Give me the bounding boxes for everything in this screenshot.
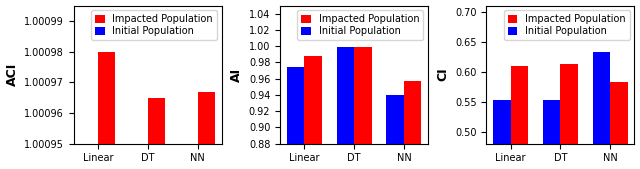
Y-axis label: AI: AI: [230, 68, 243, 82]
Bar: [561, 64, 578, 169]
Bar: [404, 81, 421, 169]
Bar: [198, 92, 215, 169]
Legend: Impacted Population, Initial Population: Impacted Population, Initial Population: [504, 10, 630, 40]
Bar: [337, 47, 354, 169]
Bar: [543, 100, 561, 169]
Bar: [387, 95, 404, 169]
Bar: [304, 56, 322, 169]
Legend: Impacted Population, Initial Population: Impacted Population, Initial Population: [91, 10, 217, 40]
Legend: Impacted Population, Initial Population: Impacted Population, Initial Population: [298, 10, 423, 40]
Bar: [354, 47, 372, 169]
Bar: [98, 52, 115, 169]
Bar: [493, 100, 511, 169]
Y-axis label: CI: CI: [436, 68, 449, 81]
Bar: [593, 52, 611, 169]
Bar: [148, 98, 165, 169]
Bar: [287, 67, 304, 169]
Bar: [511, 66, 528, 169]
Bar: [611, 82, 628, 169]
Y-axis label: ACI: ACI: [6, 63, 19, 86]
